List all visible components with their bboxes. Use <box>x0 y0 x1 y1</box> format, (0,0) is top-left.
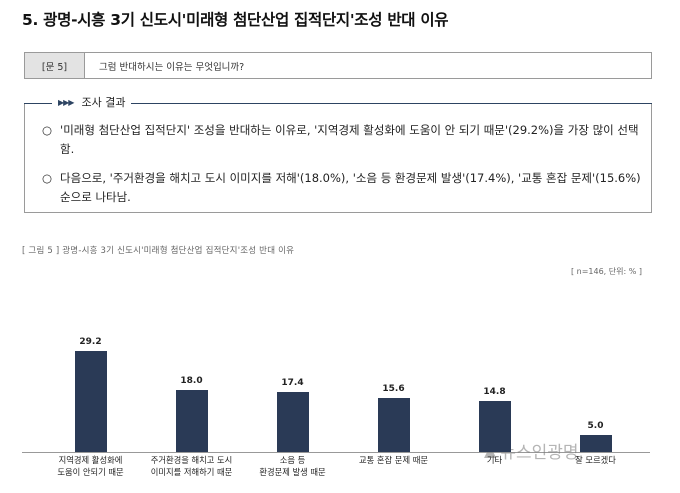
chart-value-label: 5.0 <box>587 420 604 431</box>
results-top-rule <box>24 103 652 104</box>
chart-bar <box>478 400 511 452</box>
chart-category-label: 지역경제 활성화에 도움이 안되기 때문 <box>57 455 124 477</box>
figure-caption: [ 그림 5 ] 광명-시흥 3기 신도시'미래형 첨단산업 집적단지'조성 반… <box>22 246 295 256</box>
result-bullet: ○ '미래형 첨단산업 집적단지' 조성을 반대하는 이유로, '지역경제 활성… <box>42 121 642 159</box>
question-number: [문 5] <box>25 53 85 78</box>
triple-arrow-icon: ▶▶▶ <box>58 97 75 107</box>
chart-value-label: 15.6 <box>382 383 405 394</box>
result-bullet-text: '미래형 첨단산업 집적단지' 조성을 반대하는 이유로, '지역경제 활성화에… <box>60 123 639 156</box>
result-bullet-text: 다음으로, '주거환경을 해치고 도시 이미지를 저해'(18.0%), '소음… <box>60 171 641 204</box>
chart-bar <box>276 391 309 452</box>
chart-bar <box>377 397 410 452</box>
watermark-text: 뉴스인광명 <box>500 443 579 463</box>
circle-bullet-icon: ○ <box>42 123 53 137</box>
chart-baseline <box>22 452 650 453</box>
chart-bar <box>175 389 208 452</box>
results-title-text: 조사 결과 <box>81 96 126 109</box>
chart-value-label: 17.4 <box>281 377 304 388</box>
circle-bullet-icon: ○ <box>42 171 53 185</box>
chart-category-label: 주거환경을 해치고 도시 이미지를 저해하기 때문 <box>150 455 233 477</box>
section-heading: 5. 광명-시흥 3기 신도시'미래형 첨단산업 집적단지'조성 반대 이유 <box>22 11 449 29</box>
chart-category-label: 기타 <box>486 455 503 465</box>
chart-bar <box>579 434 612 452</box>
question-text: 그럼 반대하시는 이유는 무엇입니까? <box>99 61 245 73</box>
chart-bar <box>74 350 107 452</box>
chart-value-label: 18.0 <box>180 375 203 386</box>
results-title: ▶▶▶ 조사 결과 <box>52 94 132 110</box>
chart-category-label: 소음 등 환경문제 발생 때문 <box>259 455 326 477</box>
figure-note: [ n=146, 단위: % ] <box>570 267 642 276</box>
chart-value-label: 29.2 <box>79 336 102 347</box>
chart-category-label: 잘 모르겠다 <box>575 455 616 465</box>
chart-value-label: 14.8 <box>483 386 506 397</box>
question-box: [문 5] 그럼 반대하시는 이유는 무엇입니까? <box>24 52 652 79</box>
result-bullet: ○ 다음으로, '주거환경을 해치고 도시 이미지를 저해'(18.0%), '… <box>42 169 642 207</box>
results-box <box>24 103 652 213</box>
chart-category-label: 교통 혼잡 문제 때문 <box>359 455 428 465</box>
